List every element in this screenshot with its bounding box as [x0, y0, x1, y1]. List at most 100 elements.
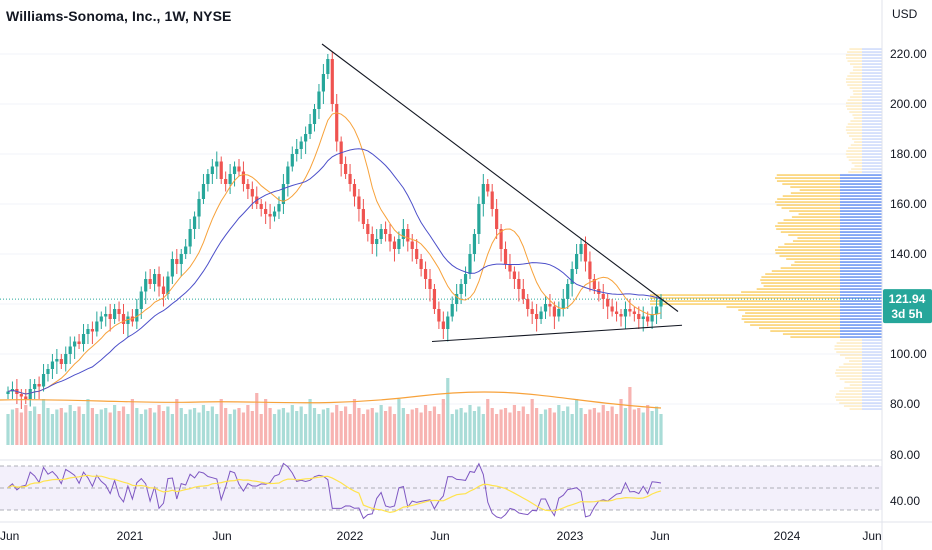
candle-body: [90, 329, 95, 332]
vp-sell-segment: [726, 306, 840, 308]
time-axis[interactable]: Jun 2021 Jun 2022 Jun 2023 Jun 2024 Jun: [0, 521, 932, 543]
volume-bar: [6, 414, 10, 445]
volume-bar: [139, 414, 143, 445]
volume-bar: [530, 399, 534, 445]
volume-bar: [10, 409, 15, 445]
vp-buy-segment: [862, 363, 882, 365]
volume-bar: [219, 399, 223, 445]
candle-body: [583, 244, 588, 262]
vp-buy-segment: [862, 384, 882, 386]
volume-bar: [259, 414, 263, 445]
vp-sell-segment: [847, 75, 862, 77]
candle-body: [406, 229, 410, 242]
candle-body: [312, 109, 317, 124]
volume-bar: [232, 409, 237, 445]
vp-buy-segment: [862, 99, 882, 101]
vp-sell-segment: [849, 48, 862, 50]
candle-body: [495, 209, 499, 229]
candle-body: [352, 184, 357, 197]
candle-body: [472, 234, 477, 254]
vp-sell-segment: [788, 234, 840, 236]
volume-bar: [637, 408, 641, 445]
candle-body: [628, 309, 632, 312]
volume-bar: [650, 411, 654, 445]
vp-sell-segment: [854, 141, 862, 143]
time-tick-label: 2022: [337, 529, 364, 543]
rsi-tick-label: 40.00: [890, 494, 920, 508]
vp-buy-segment: [862, 390, 882, 392]
volume-bar: [241, 412, 246, 445]
volume-bar: [335, 405, 339, 445]
volume-bar: [406, 414, 410, 445]
volume-bar: [339, 411, 343, 445]
candle-body: [184, 246, 188, 254]
vp-sell-segment: [847, 84, 862, 86]
volume-bar: [321, 409, 325, 445]
volume-bar: [210, 406, 214, 445]
vp-sell-segment: [797, 237, 840, 239]
volume-profile: [0, 48, 882, 410]
vp-buy-segment: [862, 63, 882, 65]
vp-buy-segment: [862, 351, 882, 353]
vp-sell-segment: [784, 243, 840, 245]
price-axis[interactable]: 80.00100.00120.00140.00160.00180.00200.0…: [881, 0, 927, 550]
candle-body: [570, 269, 574, 284]
volume-bar: [299, 406, 303, 445]
vp-sell-segment: [852, 114, 862, 116]
candle-body: [503, 249, 508, 264]
vp-buy-segment: [840, 258, 882, 260]
vp-buy-segment: [862, 132, 882, 134]
vp-buy-segment: [862, 354, 882, 356]
last-price-box: [883, 289, 932, 324]
vp-sell-segment: [771, 270, 840, 272]
volume-bar: [19, 412, 23, 445]
vp-sell-segment: [848, 159, 862, 161]
vp-sell-segment: [845, 81, 862, 83]
candle-body: [281, 184, 286, 204]
vp-buy-segment: [840, 294, 882, 296]
vp-sell-segment: [849, 72, 862, 74]
candle-body: [139, 291, 143, 309]
vp-sell-segment: [745, 312, 840, 314]
candle-body: [659, 299, 663, 307]
vp-buy-segment: [840, 252, 882, 254]
candle-body: [388, 234, 392, 242]
vp-buy-segment: [862, 159, 882, 161]
candle-body: [170, 259, 174, 277]
volume-bar: [255, 393, 259, 445]
candle-body: [86, 329, 90, 334]
vp-buy-segment: [862, 147, 882, 149]
volume-bar: [188, 409, 192, 445]
volume-bar: [535, 408, 539, 445]
candle-body: [264, 209, 268, 214]
volume-bar: [201, 405, 206, 445]
vp-sell-segment: [836, 351, 862, 353]
vp-sell-segment: [849, 384, 862, 386]
vp-buy-segment: [862, 111, 882, 113]
vp-buy-segment: [840, 216, 882, 218]
volume-bar: [419, 412, 423, 445]
volume-bar: [326, 408, 330, 445]
volume-bar: [481, 414, 485, 445]
candle-body: [144, 279, 148, 292]
vp-sell-segment: [839, 402, 862, 404]
vp-sell-segment: [836, 375, 862, 377]
vp-buy-segment: [862, 171, 882, 173]
vp-sell-segment: [775, 225, 840, 227]
volume-bar: [184, 414, 188, 445]
volume-bar: [73, 411, 77, 445]
vp-buy-segment: [840, 285, 882, 287]
volume-bar: [463, 412, 468, 445]
vp-sell-segment: [839, 354, 862, 356]
candle-body: [646, 316, 650, 322]
candle-body: [419, 259, 423, 269]
volume-bar: [197, 412, 201, 445]
candle-body: [46, 369, 50, 374]
vp-buy-segment: [840, 198, 882, 200]
volume-bar: [144, 409, 148, 445]
vp-sell-segment: [834, 345, 862, 347]
vp-buy-segment: [840, 192, 882, 194]
time-tick-label: Jun: [212, 529, 231, 543]
candle-body: [614, 311, 619, 314]
